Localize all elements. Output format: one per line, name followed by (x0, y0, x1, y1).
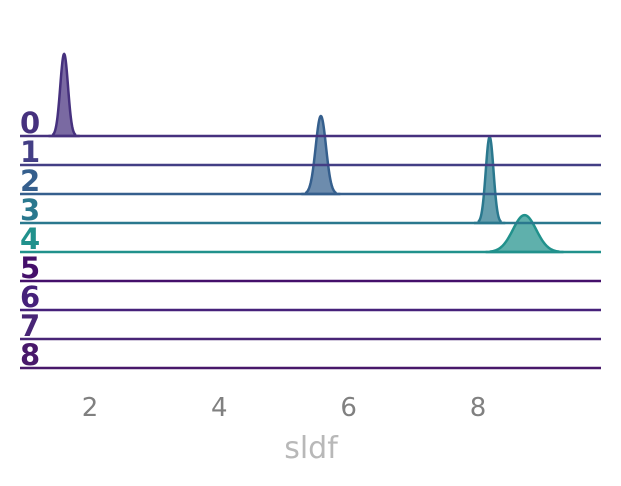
x-tick-label-6: 6 (340, 393, 357, 423)
row-label-7: 7 (20, 309, 40, 343)
x-tick-label-8: 8 (470, 393, 487, 423)
row-label-0: 0 (20, 106, 40, 140)
row-label-6: 6 (20, 280, 40, 314)
density-outline-row-2 (304, 114, 337, 195)
density-fill-row-4 (489, 215, 560, 252)
row-label-2: 2 (20, 164, 40, 198)
density-outline-row-0 (51, 52, 77, 137)
x-axis-title: sldf (284, 431, 339, 466)
density-outline-row-4 (489, 213, 560, 253)
row-label-1: 1 (20, 135, 40, 169)
row-label-3: 3 (20, 193, 40, 227)
x-tick-label-2: 2 (82, 393, 99, 423)
x-tick-label-4: 4 (211, 393, 228, 423)
x-axis-ticks: 2 4 6 8 (82, 393, 487, 423)
row-label-4: 4 (20, 222, 40, 256)
row-label-5: 5 (20, 251, 40, 285)
row-baselines (20, 134, 601, 370)
row-label-8: 8 (20, 338, 40, 372)
